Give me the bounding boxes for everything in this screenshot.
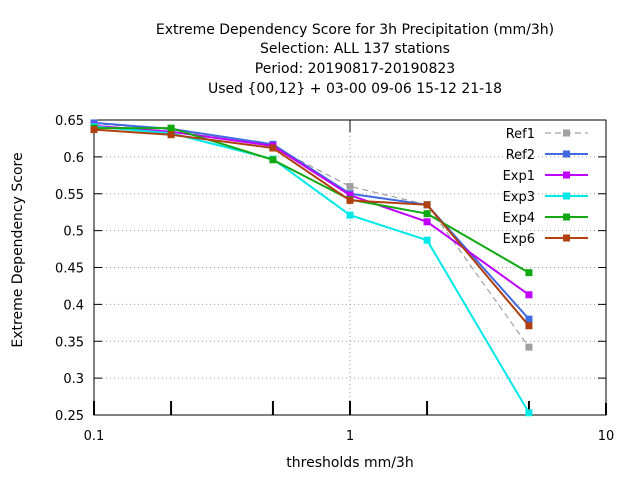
data-point-exp6 (90, 126, 98, 134)
y-tick-label: 0.55 (55, 188, 84, 203)
chart-title-line-2: Selection: ALL 137 stations (260, 41, 450, 57)
data-point-exp6 (525, 322, 533, 330)
data-point-ref2 (525, 315, 533, 323)
x-axis-label: thresholds mm/3h (286, 455, 414, 471)
y-tick-label: 0.25 (55, 409, 84, 424)
chart-title-line-4: Used {00,12} + 03-00 09-06 15-12 21-18 (207, 81, 503, 97)
y-tick-label: 0.6 (63, 151, 84, 166)
series-line-exp4 (94, 127, 530, 274)
legend-label-exp6: Exp6 (503, 232, 535, 247)
data-point-exp6 (167, 131, 175, 139)
legend-marker-ref2 (563, 150, 570, 158)
y-tick-label: 0.35 (55, 335, 84, 350)
legend-marker-exp3 (563, 192, 570, 200)
plot-frame (93, 119, 607, 416)
series-line-exp6 (93, 128, 530, 327)
data-point-exp6 (269, 144, 277, 152)
data-point-exp4 (423, 210, 431, 218)
data-point-ref1 (525, 343, 533, 351)
x-tick-label: 10 (598, 429, 615, 444)
data-point-exp1 (525, 291, 533, 299)
x-tick-label: 0.1 (84, 429, 105, 444)
y-tick-label: 0.3 (63, 372, 84, 387)
data-point-exp6 (346, 196, 354, 204)
chart-title-line-1: Extreme Dependency Score for 3h Precipit… (155, 22, 555, 38)
data-point-exp3 (423, 236, 431, 244)
x-tick-label: 1 (346, 429, 354, 444)
data-point-exp4 (525, 269, 533, 277)
legend-label-ref1: Ref1 (506, 127, 535, 142)
data-point-exp3 (525, 409, 533, 417)
series-line-exp3 (93, 125, 530, 414)
data-point-exp3 (346, 211, 354, 219)
y-tick-label: 0.4 (63, 298, 84, 313)
chart-title-line-3: Period: 20190817-20190823 (254, 61, 456, 77)
data-point-ref1 (346, 182, 354, 190)
y-tick-label: 0.65 (55, 114, 84, 129)
y-tick-label: 0.5 (63, 225, 84, 240)
y-tick-label: 0.45 (55, 262, 84, 277)
legend-marker-exp6 (563, 234, 570, 242)
legend-label-exp4: Exp4 (503, 211, 535, 226)
data-point-exp1 (423, 218, 431, 226)
data-point-exp1 (346, 191, 354, 199)
data-point-exp6 (423, 201, 431, 209)
legend-marker-exp4 (563, 213, 570, 221)
legend-label-ref2: Ref2 (506, 148, 535, 163)
y-axis-label: Extreme Dependency Score (10, 152, 26, 348)
data-point-exp4 (269, 156, 277, 164)
legend-label-exp1: Exp1 (503, 169, 535, 184)
data-point-exp4 (167, 124, 175, 132)
series-line-ref2 (93, 121, 530, 320)
legend-label-exp3: Exp3 (503, 190, 535, 205)
series-line-exp1 (93, 124, 530, 296)
legend-marker-exp1 (563, 171, 570, 179)
legend-marker-ref1 (563, 129, 570, 137)
